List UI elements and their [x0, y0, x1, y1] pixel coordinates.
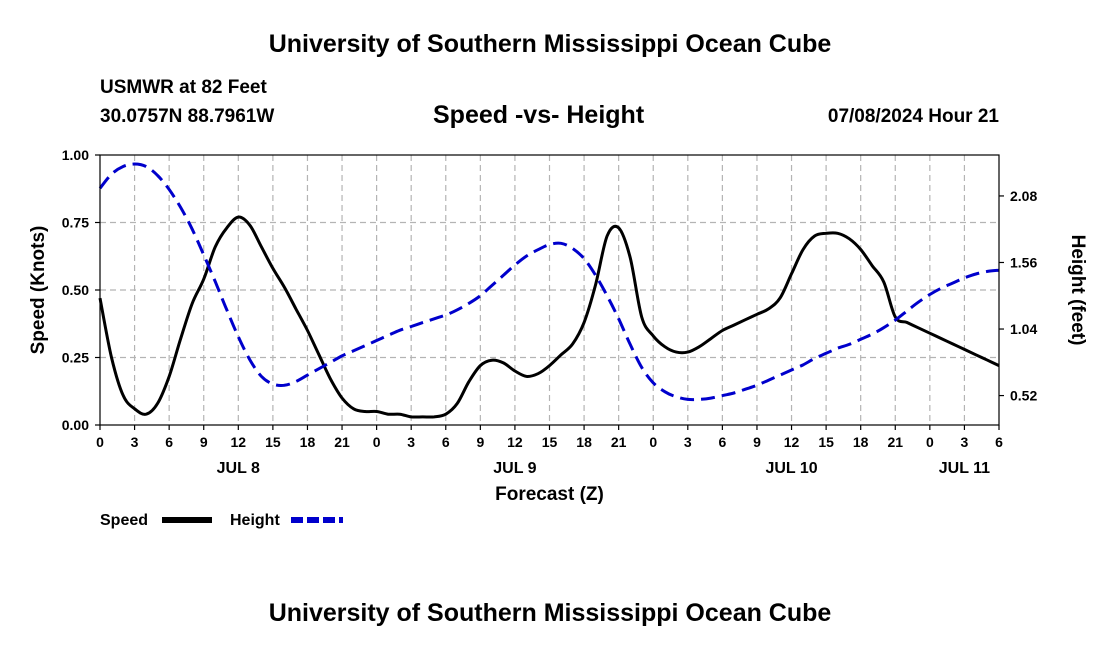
x-tick-label: 18 — [300, 434, 316, 450]
y-left-tick-label: 0.25 — [62, 350, 89, 366]
y-left-tick-label: 0.50 — [62, 282, 89, 298]
y-right-tick-label: 1.04 — [1010, 321, 1037, 337]
x-tick-label: 6 — [165, 434, 173, 450]
y-left-tick-label: 0.00 — [62, 417, 89, 433]
page-title-bottom: University of Southern Mississippi Ocean… — [268, 599, 832, 627]
y-right-tick-label: 2.08 — [1010, 188, 1037, 204]
y-left-tick-label: 0.75 — [62, 215, 89, 231]
station-label: USMWR at 82 Feet — [100, 77, 267, 98]
x-tick-label: 3 — [131, 434, 139, 450]
axes: 0 3 6 9 12 15 18 21 0 3 6 9 12 15 18 21 0 3 6 9 12 15 18 21 0 3 6 0… — [62, 147, 1038, 477]
x-tick-label: 15 — [542, 434, 558, 450]
x-tick-label: 0 — [649, 434, 657, 450]
page-title-top: University of Southern Mississippi Ocean… — [268, 30, 832, 58]
y-left-tick-label: 1.00 — [62, 147, 89, 163]
x-tick-label: 18 — [853, 434, 869, 450]
legend-speed-label: Speed — [100, 512, 148, 529]
legend: Speed Height — [100, 512, 343, 529]
x-tick-label: 15 — [265, 434, 281, 450]
x-tick-label: 21 — [887, 434, 903, 450]
x-tick-label: 6 — [718, 434, 726, 450]
x-tick-label: 0 — [96, 434, 104, 450]
y-right-tick-label: 1.56 — [1010, 254, 1037, 270]
y-axis-right-title: Height (feet) — [1067, 235, 1088, 346]
x-tick-label: 12 — [507, 434, 523, 450]
x-date-label: JUL 11 — [939, 460, 990, 477]
x-tick-label: 9 — [200, 434, 208, 450]
x-tick-label: 21 — [611, 434, 627, 450]
x-tick-label: 3 — [407, 434, 415, 450]
x-tick-label: 12 — [784, 434, 800, 450]
x-tick-label: 9 — [753, 434, 761, 450]
x-tick-label: 3 — [684, 434, 692, 450]
series-lines — [98, 162, 1000, 419]
x-tick-label: 6 — [442, 434, 450, 450]
grid — [100, 155, 999, 425]
x-tick-label: 9 — [476, 434, 484, 450]
x-tick-label: 18 — [576, 434, 592, 450]
series-line-speed — [98, 215, 1000, 419]
chart-title: Speed -vs- Height — [433, 101, 645, 129]
x-tick-label: 12 — [231, 434, 247, 450]
x-tick-label: 3 — [961, 434, 969, 450]
x-date-label: JUL 9 — [493, 460, 536, 477]
legend-height-label: Height — [230, 512, 280, 529]
forecast-datetime: 07/08/2024 Hour 21 — [827, 106, 999, 127]
x-axis-title: Forecast (Z) — [495, 484, 604, 505]
x-date-label: JUL 8 — [217, 460, 260, 477]
y-right-tick-label: 0.52 — [1010, 388, 1037, 404]
x-tick-label: 6 — [995, 434, 1003, 450]
series-line-height — [98, 162, 1000, 402]
x-date-label: JUL 10 — [765, 460, 817, 477]
station-coordinates: 30.0757N 88.7961W — [100, 106, 275, 127]
x-tick-label: 0 — [373, 434, 381, 450]
y-axis-left-title: Speed (Knots) — [28, 226, 49, 355]
x-tick-label: 21 — [334, 434, 350, 450]
x-tick-label: 15 — [818, 434, 834, 450]
x-tick-label: 0 — [926, 434, 934, 450]
